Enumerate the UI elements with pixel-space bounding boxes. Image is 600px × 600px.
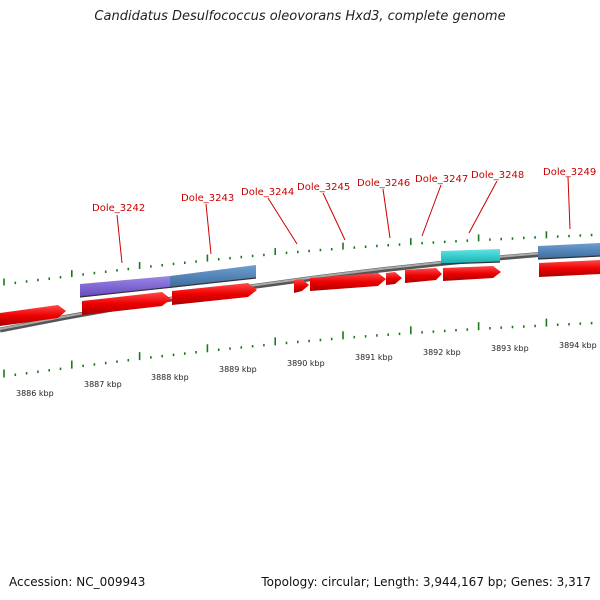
gene-bar-underline xyxy=(440,261,501,265)
cds-arrow[interactable] xyxy=(0,305,66,326)
gene-label[interactable]: Dole_3242 xyxy=(92,203,145,214)
kbp-label: 3890 kbp xyxy=(287,359,325,368)
cds-arrow[interactable] xyxy=(443,266,501,281)
cds-arrow[interactable] xyxy=(405,268,442,283)
kbp-label: 3891 kbp xyxy=(355,353,393,362)
lower-tick-ring xyxy=(3,318,593,378)
gene-label[interactable]: Dole_3246 xyxy=(357,178,410,189)
kbp-labels: 3886 kbp 3887 kbp 3888 kbp 3889 kbp 3890… xyxy=(16,341,597,398)
kbp-label: 3894 kbp xyxy=(559,341,597,350)
cds-arrow[interactable] xyxy=(310,273,386,291)
gene-bar-blue-3249[interactable] xyxy=(538,243,600,259)
gene-label[interactable]: Dole_3243 xyxy=(181,193,234,204)
kbp-label: 3887 kbp xyxy=(84,380,122,389)
gene-label[interactable]: Dole_3249 xyxy=(543,167,596,178)
gene-bar-purple[interactable] xyxy=(80,276,170,297)
kbp-label: 3889 kbp xyxy=(219,365,257,374)
cds-arrow[interactable] xyxy=(386,272,402,285)
gene-bar-underline xyxy=(537,255,600,260)
genome-title: Candidatus Desulfococcus oleovorans Hxd3… xyxy=(94,9,506,24)
gene-bar-blue-3243[interactable] xyxy=(170,265,256,288)
cds-arrow[interactable] xyxy=(294,279,309,293)
cds-arrow[interactable] xyxy=(172,283,257,305)
cds-arrow[interactable] xyxy=(539,260,600,277)
gene-bar-underline xyxy=(79,277,257,298)
cds-arrow[interactable] xyxy=(82,292,171,315)
upper-tick-ring xyxy=(3,231,593,286)
gene-label[interactable]: Dole_3247 xyxy=(415,174,468,185)
kbp-label: 3892 kbp xyxy=(423,348,461,357)
genome-summary-text: Topology: circular; Length: 3,944,167 bp… xyxy=(261,575,591,589)
upper-gene-bars xyxy=(79,243,600,298)
gene-label-leaders xyxy=(116,176,571,264)
kbp-label: 3893 kbp xyxy=(491,344,529,353)
gene-labels: Dole_3242 Dole_3243 Dole_3244 Dole_3245 … xyxy=(92,167,596,214)
accession-text: Accession: NC_009943 xyxy=(9,575,146,589)
gene-label[interactable]: Dole_3244 xyxy=(241,187,294,198)
gene-label[interactable]: Dole_3248 xyxy=(471,170,524,181)
kbp-label: 3888 kbp xyxy=(151,373,189,382)
gene-label[interactable]: Dole_3245 xyxy=(297,182,350,193)
cds-arrows xyxy=(0,260,600,326)
gene-bar-cyan-3248[interactable] xyxy=(441,249,500,264)
kbp-label: 3886 kbp xyxy=(16,389,54,398)
